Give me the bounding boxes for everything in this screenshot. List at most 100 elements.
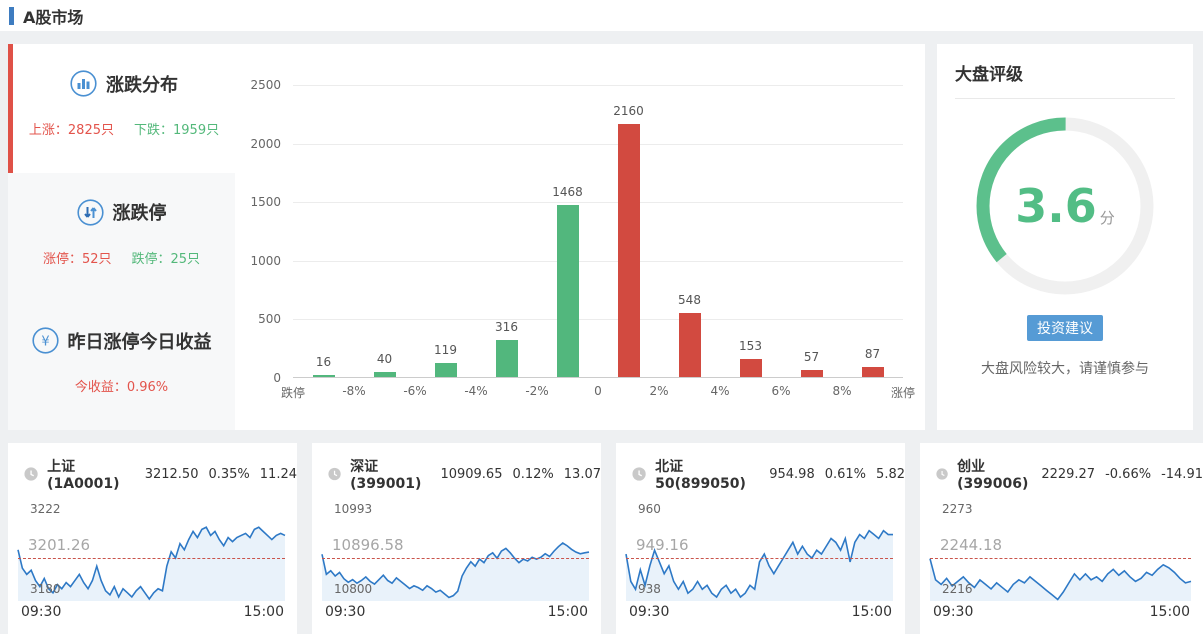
reference-line: [930, 558, 1191, 559]
chart-ref-label: 2244.18: [940, 536, 1003, 554]
today-yield: 今收益：0.96%: [74, 380, 169, 396]
time-end: 15:00: [1149, 604, 1190, 620]
panel-item-distribution[interactable]: 涨跌分布 上涨：2825只 下跌：1959只: [8, 44, 235, 173]
grid-line: [293, 319, 903, 321]
index-header[interactable]: 上证(1A0001) 3212.50 0.35% 11.24: [8, 443, 297, 492]
grid-line: [293, 202, 903, 204]
y-axis-label: 1500: [250, 195, 281, 210]
time-start: 09:30: [933, 604, 974, 620]
svg-text:¥: ¥: [41, 335, 49, 350]
distribution-bar: [434, 363, 457, 377]
distribution-bar: [556, 204, 579, 377]
distribution-bar: [678, 312, 701, 377]
panel-item-yield[interactable]: ¥ 昨日涨停今日收益 今收益：0.96%: [8, 301, 235, 431]
index-change-pct: 0.12%: [512, 466, 554, 482]
y-axis-label: 2000: [250, 136, 281, 151]
bar-value-label: 87: [864, 346, 881, 361]
index-header[interactable]: 北证50(899050) 954.98 0.61% 5.82: [616, 443, 905, 492]
rating-score: 3.6: [1015, 179, 1097, 233]
rating-title: 大盘评级: [955, 65, 1023, 85]
index-name: 北证50(899050): [655, 459, 746, 492]
bar-value-label: 548: [678, 292, 701, 307]
chart-ref-label: 3201.26: [28, 536, 91, 554]
chart-ref-label: 10896.58: [332, 536, 404, 554]
page-header: A股市场: [0, 0, 1203, 31]
index-header[interactable]: 深证(399001) 10909.65 0.12% 13.07: [312, 443, 601, 492]
x-axis-label: -4%: [464, 384, 488, 398]
distribution-bar: [800, 370, 823, 377]
x-axis-label: -8%: [342, 384, 366, 398]
index-card-shanghai: 上证(1A0001) 3212.50 0.35% 11.24 3222 3201…: [8, 443, 297, 634]
bar-value-label: 119: [434, 343, 457, 358]
index-card-chinext: 创业(399006) 2229.27 -0.66% -14.91 2273 22…: [920, 443, 1203, 634]
bar-value-label: 316: [495, 319, 518, 334]
chart-high-label: 2273: [942, 502, 973, 516]
time-end: 15:00: [243, 604, 284, 620]
grid-line: [293, 260, 903, 262]
x-axis-label: 4%: [710, 384, 730, 398]
chart-high-label: 3222: [30, 502, 61, 516]
panel-item-limit[interactable]: 涨跌停 涨停：52只 跌停：25只: [8, 172, 235, 302]
header-accent-bar: [9, 6, 14, 25]
bar-value-label: 57: [803, 350, 820, 365]
clock-icon: [632, 467, 646, 481]
chart-ref-label: 949.16: [636, 536, 689, 554]
index-change-pct: 0.61%: [824, 466, 867, 482]
index-price: 10909.65: [440, 466, 503, 482]
chart-low-label: 2216: [942, 582, 973, 596]
clock-icon: [24, 467, 38, 481]
investment-advice-button[interactable]: 投资建议: [1027, 315, 1103, 341]
index-change: 5.82: [876, 466, 905, 482]
divider: [955, 98, 1175, 99]
chart-high-label: 10993: [334, 502, 373, 516]
chart-low-label: 3180: [30, 582, 61, 596]
chart-high-label: 960: [638, 502, 661, 516]
index-mini-chart: 949.16: [626, 515, 893, 601]
index-mini-chart: 3201.26: [18, 515, 285, 601]
grid-line: [293, 143, 903, 145]
index-card-shenzhen: 深证(399001) 10909.65 0.12% 13.07 10993 10…: [312, 443, 601, 634]
time-end: 15:00: [547, 604, 588, 620]
distribution-bar: [373, 372, 396, 377]
index-name: 创业(399006): [957, 459, 1029, 492]
distribution-bar: [312, 375, 335, 377]
market-overview-card: 涨跌分布 上涨：2825只 下跌：1959只 涨跌停 涨停：52只: [8, 44, 925, 431]
down-count: 下跌：1959只: [134, 123, 220, 138]
index-name: 上证(1A0001): [47, 459, 120, 492]
rating-gauge: 3.6 分: [970, 111, 1160, 301]
y-axis-label: 1000: [250, 253, 281, 268]
grid-line: [293, 85, 903, 86]
up-down-arrows-icon: [76, 199, 104, 226]
index-header[interactable]: 创业(399006) 2229.27 -0.66% -14.91: [920, 443, 1203, 492]
limit-up-count: 涨停：52只: [42, 251, 112, 267]
bar-value-label: 1468: [552, 184, 583, 199]
bar-value-label: 2160: [613, 103, 644, 118]
time-end: 15:00: [851, 604, 892, 620]
x-axis-label: -2%: [525, 384, 549, 398]
yen-icon: ¥: [31, 327, 59, 354]
x-axis-label: -6%: [403, 384, 427, 398]
index-price: 2229.27: [1041, 466, 1096, 482]
distribution-chart: 0 500 1000 1500 2000 2500 16 40 119 316 1468 2160 54…: [235, 44, 925, 430]
distribution-bar: [861, 366, 884, 377]
y-axis-label: 500: [258, 312, 281, 327]
bar-value-label: 153: [739, 339, 762, 354]
index-mini-chart: 10896.58: [322, 515, 589, 601]
x-axis-label: 跌停: [280, 386, 306, 400]
y-axis-label: 0: [273, 371, 281, 385]
panel-item-title: 涨跌停: [112, 203, 167, 225]
x-axis-label: 6%: [771, 384, 791, 398]
time-start: 09:30: [21, 604, 62, 620]
index-change: 11.24: [259, 466, 297, 482]
reference-line: [322, 558, 589, 559]
rating-advice-text: 大盘风险较大，请谨慎参与: [981, 361, 1149, 377]
distribution-bar: [617, 123, 640, 377]
index-change-pct: -0.66%: [1105, 466, 1152, 482]
index-change: -14.91: [1161, 466, 1203, 482]
index-change: 13.07: [563, 466, 601, 482]
clock-icon: [328, 467, 341, 481]
x-axis-label: 0: [594, 384, 602, 398]
distribution-bar: [739, 359, 762, 377]
index-name: 深证(399001): [350, 459, 422, 492]
distribution-bar: [495, 339, 518, 377]
